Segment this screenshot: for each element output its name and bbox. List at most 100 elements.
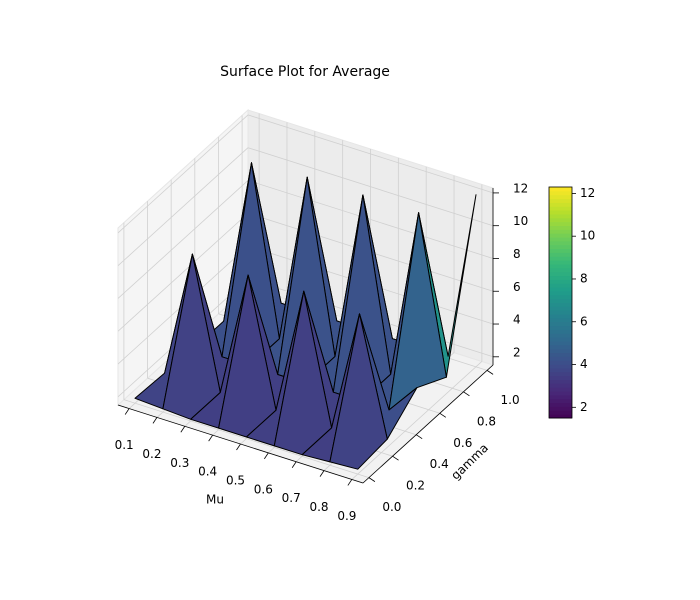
colorbar-swatch — [549, 225, 572, 230]
colorbar-swatch — [549, 256, 572, 261]
colorbar-swatch — [549, 240, 572, 246]
colorbar-tick-label: 4 — [580, 357, 588, 371]
grid-line — [351, 361, 483, 480]
x-tick-label: 0.3 — [170, 456, 189, 470]
tick-mark — [486, 370, 494, 375]
tick-mark — [291, 461, 297, 468]
colorbar-tick-label: 10 — [580, 229, 595, 243]
colorbar-swatch — [549, 375, 572, 380]
grid-line — [117, 180, 249, 299]
colorbar-swatch — [549, 217, 572, 223]
colorbar-swatch — [549, 325, 572, 330]
colorbar-swatch — [549, 321, 572, 327]
grid-line — [247, 114, 494, 194]
colorbar-swatch — [549, 314, 572, 319]
tick-mark — [152, 417, 158, 424]
tick-mark — [124, 408, 130, 415]
colorbar-frame — [548, 186, 573, 419]
colorbar-swatch — [549, 221, 572, 226]
colorbar-tick-label: 8 — [580, 271, 588, 285]
colorbar-swatch — [549, 260, 572, 265]
colorbar-swatch — [549, 383, 572, 388]
colorbar-swatch — [549, 248, 572, 253]
tick-mark — [208, 434, 213, 442]
colorbar-swatch — [549, 287, 572, 292]
colorbar-swatch — [549, 414, 572, 419]
colorbar-swatch — [549, 329, 572, 334]
y-tick-label: 0.6 — [453, 436, 472, 450]
tick-mark — [392, 455, 399, 461]
x-tick-label: 0.2 — [142, 447, 161, 461]
colorbar-swatch — [549, 252, 572, 257]
tick-mark — [236, 443, 241, 451]
z-tick-label: 4 — [513, 313, 521, 327]
colorbar-swatch — [549, 264, 572, 269]
x-axis-label: Mu — [206, 493, 224, 507]
colorbar-tick-label: 2 — [580, 400, 588, 414]
colorbar-swatch — [549, 275, 572, 280]
tick-mark — [415, 434, 423, 440]
tick-mark — [368, 477, 376, 482]
z-tick-label: 2 — [513, 345, 521, 359]
chart-title: Surface Plot for Average — [220, 64, 390, 80]
colorbar-swatch — [549, 198, 572, 203]
x-tick-label: 0.6 — [254, 482, 273, 496]
x-tick-label: 0.8 — [309, 500, 328, 514]
colorbar-swatch — [549, 364, 572, 369]
x-tick-label: 0.9 — [337, 509, 356, 523]
colorbar-swatch — [549, 190, 572, 196]
tick-mark — [264, 452, 269, 460]
colorbar-swatch — [549, 213, 572, 219]
tick-mark — [463, 391, 470, 397]
colorbar-swatch — [549, 233, 572, 238]
colorbar-tick-label: 6 — [580, 314, 588, 328]
colorbar-tick-label: 12 — [580, 186, 595, 200]
surface-face — [329, 313, 388, 470]
x-tick-label: 0.4 — [198, 465, 217, 479]
colorbar-swatch — [549, 410, 572, 415]
colorbar-swatch — [549, 202, 572, 207]
x-tick-label: 0.5 — [226, 474, 245, 488]
colorbar-swatch — [549, 367, 572, 373]
grid-line — [123, 399, 370, 479]
colorbar-swatch — [549, 187, 572, 192]
colorbar-swatch — [549, 402, 572, 407]
colorbar-swatch — [549, 352, 572, 357]
colorbar-swatch — [549, 406, 572, 411]
colorbar-swatch — [549, 356, 572, 361]
x-tick-label: 0.1 — [115, 438, 134, 452]
z-tick-label: 12 — [513, 181, 528, 195]
grid-line — [117, 212, 249, 332]
z-tick-label: 10 — [513, 214, 528, 228]
colorbar-swatch — [549, 244, 572, 250]
colorbar-swatch — [549, 348, 572, 354]
tick-mark — [347, 479, 353, 486]
y-tick-label: 0.8 — [477, 414, 496, 428]
colorbar-swatch — [549, 279, 572, 284]
colorbar-swatch — [549, 290, 572, 296]
z-tick-label: 8 — [513, 247, 521, 261]
colorbar-swatch — [549, 344, 572, 350]
colorbar-swatch — [549, 298, 572, 303]
colorbar-swatch — [549, 271, 572, 277]
grid-line — [247, 147, 494, 227]
y-tick-label: 0.0 — [382, 500, 401, 514]
colorbar-swatch — [549, 387, 572, 392]
colorbar-swatch — [549, 398, 572, 404]
colorbar-swatch — [549, 206, 572, 211]
colorbar-swatch — [549, 317, 572, 323]
colorbar-swatch — [549, 210, 572, 215]
colorbar-swatch — [549, 333, 572, 338]
colorbar-swatch — [549, 229, 572, 234]
colorbar-swatch — [549, 302, 572, 307]
colorbar-swatch — [549, 306, 572, 311]
colorbar-swatch — [549, 294, 572, 300]
tick-mark — [319, 470, 325, 477]
y-tick-label: 0.4 — [430, 457, 449, 471]
y-axis-line — [362, 364, 494, 484]
tick-mark — [439, 412, 447, 418]
x-tick-label: 0.7 — [282, 491, 301, 505]
grid-line — [117, 114, 249, 234]
colorbar-swatch — [549, 267, 572, 273]
